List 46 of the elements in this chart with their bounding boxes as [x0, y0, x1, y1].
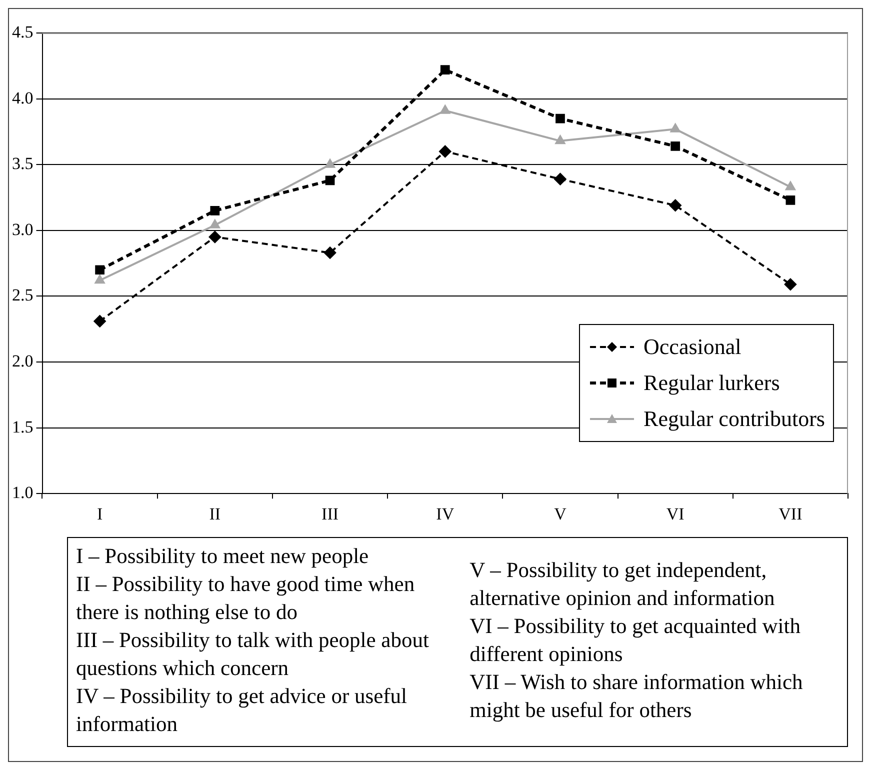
y-tick-label: 3.5 — [12, 154, 34, 174]
text: III – Possibility to talk with people about questions which concern — [76, 627, 430, 682]
point — [95, 265, 104, 275]
x-tick-label: IV — [436, 504, 455, 524]
point — [210, 206, 220, 216]
legend-label: Regular lurkers — [644, 370, 780, 396]
text: VII – Wish to share information which might be useful for others — [470, 669, 804, 724]
point — [94, 274, 105, 284]
point — [440, 105, 450, 114]
point — [210, 220, 220, 228]
point — [439, 145, 452, 158]
point — [554, 173, 566, 186]
point — [556, 114, 565, 124]
y-tick-label: 4.5 — [12, 22, 34, 42]
point — [208, 230, 221, 243]
x-tick-label: II — [209, 504, 221, 524]
legend-label: Regular contributors — [644, 406, 825, 432]
y-tick-label: 2.5 — [12, 286, 34, 305]
point — [670, 124, 680, 132]
point — [669, 199, 682, 212]
text: VI – Possibility to get acquainted with different opinions — [470, 613, 802, 668]
point — [94, 315, 106, 328]
x-tick-label: III — [322, 504, 339, 524]
y-tick-label: 1.0 — [12, 483, 34, 502]
point — [440, 65, 450, 75]
x-tick-label: V — [554, 504, 568, 524]
legend-label: Occasional — [644, 334, 742, 360]
point — [325, 159, 335, 168]
y-tick-label: 2.0 — [12, 351, 34, 370]
text: V – Possibility to get independent, alternative opinion and information — [470, 557, 776, 612]
x-tick-label: VII — [778, 504, 803, 524]
text: IV – Possibility to get advice or useful information — [76, 683, 408, 738]
point — [670, 141, 680, 151]
point — [325, 176, 335, 186]
y-tick-label: 4.0 — [12, 88, 34, 108]
y-tick-label: 3.0 — [12, 220, 34, 239]
text: I – Possibility to meet new people — [76, 543, 370, 570]
point — [555, 135, 566, 144]
x-tick-label: I — [96, 504, 103, 524]
point — [786, 195, 796, 205]
x-tick-label: VI — [666, 504, 685, 524]
text: II – Possibility to have good time when there is nothing else to do — [76, 571, 416, 626]
point — [784, 278, 796, 290]
point — [786, 181, 796, 190]
y-tick-label: 1.5 — [12, 417, 34, 436]
point — [324, 246, 336, 259]
